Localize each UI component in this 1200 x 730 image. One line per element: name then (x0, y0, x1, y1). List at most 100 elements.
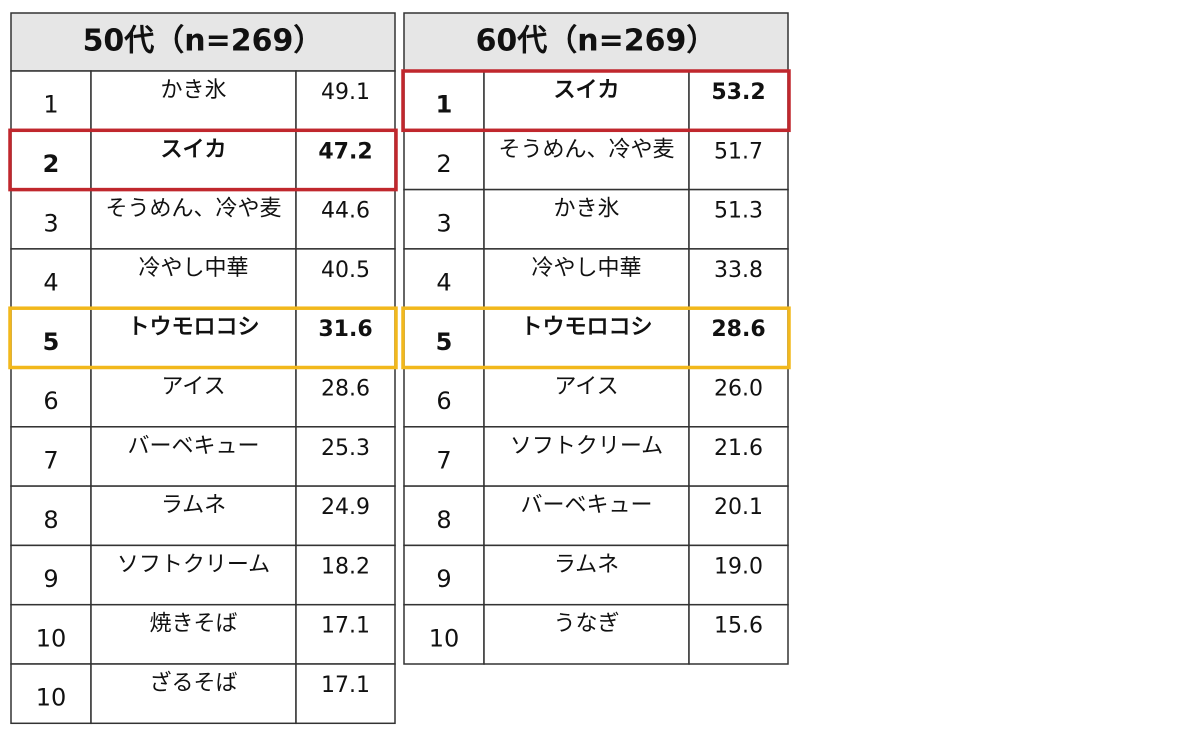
item: うなぎ (553, 612, 619, 637)
rank: 5 (43, 328, 60, 356)
rank: 10 (36, 684, 67, 712)
table-cell (688, 485, 789, 547)
rank: 9 (436, 565, 451, 593)
table-cell (688, 366, 789, 428)
highlight-box (8, 306, 398, 370)
table-cell (10, 426, 92, 487)
value: 15.6 (714, 614, 763, 639)
value: 17.1 (321, 673, 370, 698)
table-cell (295, 307, 396, 369)
rank: 1 (43, 91, 58, 119)
rank: 4 (43, 269, 58, 297)
table-cell (688, 307, 789, 369)
table-cell (90, 129, 297, 191)
table-cell (10, 603, 92, 665)
table-cell (295, 426, 396, 487)
table-cell (483, 603, 690, 665)
rank: 9 (43, 565, 58, 593)
table-cell (10, 188, 92, 250)
value: 24.9 (321, 495, 370, 520)
table-cell (483, 544, 690, 606)
item: かき氷 (160, 78, 226, 103)
rank: 3 (436, 209, 451, 237)
item: ソフトクリーム (510, 434, 663, 459)
table-cell (688, 188, 789, 250)
value: 19.0 (714, 554, 763, 579)
rank: 7 (43, 446, 58, 474)
item: バーベキュー (520, 493, 652, 518)
table-title: 50代（n=269） (83, 24, 324, 59)
table-cell (483, 307, 690, 369)
item: そうめん、冷や麦 (498, 137, 674, 162)
value: 53.2 (711, 80, 765, 105)
item: アイス (554, 375, 618, 400)
rank: 5 (436, 328, 453, 356)
value: 47.2 (318, 139, 372, 164)
table-cell (483, 248, 690, 309)
table-cell (90, 426, 297, 487)
highlight-box (8, 128, 398, 192)
item: かき氷 (553, 197, 619, 222)
value: 25.3 (321, 436, 370, 461)
value: 18.2 (321, 554, 370, 579)
table-cell (10, 70, 92, 132)
item: ソフトクリーム (117, 552, 270, 577)
item: そうめん、冷や麦 (105, 197, 281, 222)
table-cell (295, 70, 396, 132)
value: 44.6 (321, 199, 370, 224)
table-cell (403, 188, 485, 250)
rank: 2 (436, 150, 451, 178)
rank: 4 (436, 269, 451, 297)
table-cell (483, 188, 690, 250)
rank: 7 (436, 446, 451, 474)
value: 31.6 (318, 317, 372, 342)
table-cell (688, 426, 789, 487)
highlight-box (401, 69, 791, 133)
table-cell (483, 426, 690, 487)
value: 26.0 (714, 377, 763, 402)
table-cell (688, 603, 789, 665)
table-cell (90, 248, 297, 309)
rank: 8 (43, 506, 58, 534)
table-cell (403, 248, 485, 309)
item: バーベキュー (127, 434, 259, 459)
rank: 6 (43, 387, 58, 415)
value: 28.6 (711, 317, 765, 342)
value: 17.1 (321, 614, 370, 639)
item: ラムネ (161, 493, 226, 518)
rank: 1 (436, 91, 453, 119)
item: アイス (161, 375, 225, 400)
rank: 3 (43, 209, 58, 237)
table-cell (403, 307, 485, 369)
highlight-box (401, 306, 791, 370)
value: 28.6 (321, 377, 370, 402)
item: スイカ (160, 137, 226, 162)
rank: 8 (436, 506, 451, 534)
item: 冷やし中華 (531, 256, 641, 281)
rank: 10 (36, 624, 67, 652)
value: 51.7 (714, 139, 763, 164)
item: ラムネ (554, 552, 619, 577)
table-cell (688, 248, 789, 309)
table-cell (295, 603, 396, 665)
item: 冷やし中華 (138, 256, 248, 281)
rank: 2 (43, 150, 60, 178)
table-cell (90, 70, 297, 132)
table-cell (10, 485, 92, 547)
table-cell (403, 426, 485, 487)
item: トウモロコシ (520, 315, 652, 340)
table-cell (90, 366, 297, 428)
value: 21.6 (714, 436, 763, 461)
value: 33.8 (714, 258, 763, 283)
item: トウモロコシ (127, 315, 259, 340)
item: ざるそば (149, 670, 237, 696)
table-cell (10, 366, 92, 428)
table-cell (295, 544, 396, 606)
table-cell (90, 544, 297, 606)
value: 20.1 (714, 495, 763, 520)
table-cell (295, 366, 396, 428)
table-cell (295, 188, 396, 250)
table-cell (403, 70, 485, 132)
